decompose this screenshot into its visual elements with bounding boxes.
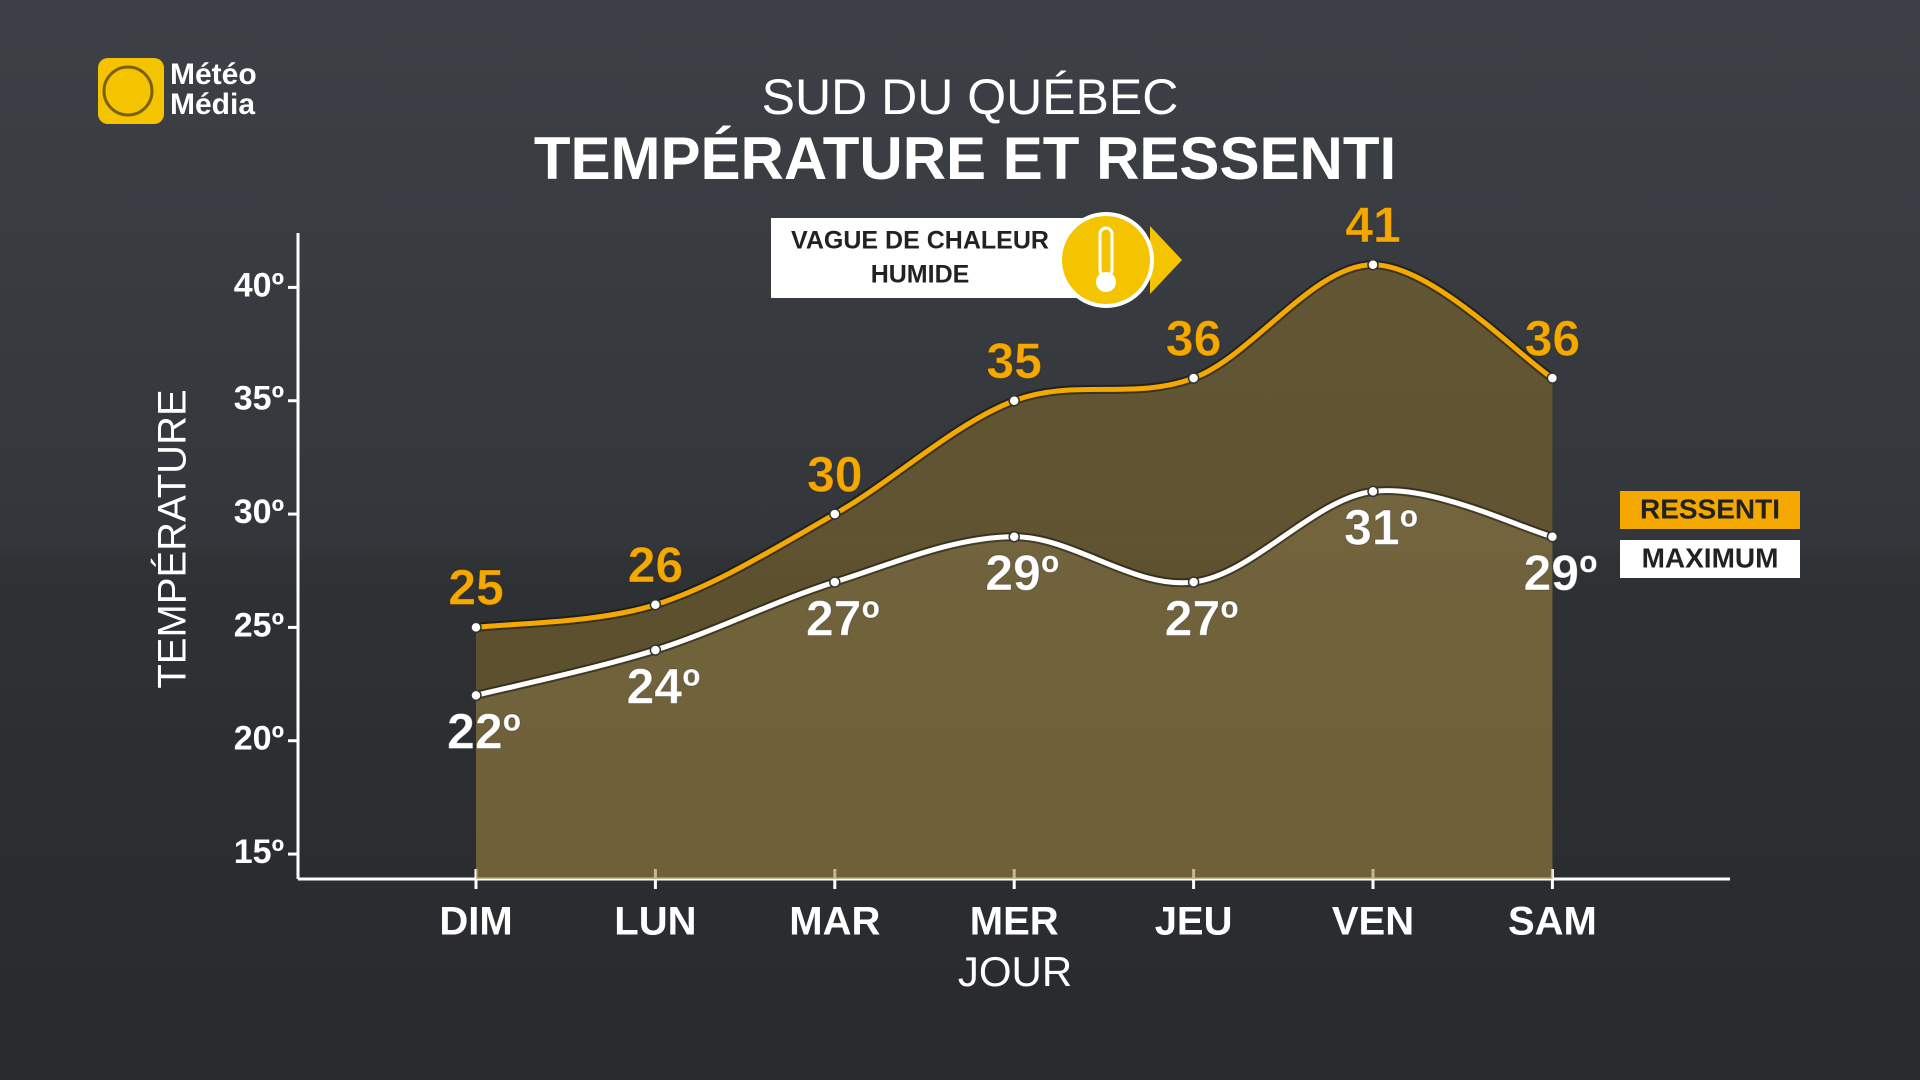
x-tick-label: JEU: [1155, 900, 1233, 944]
y-tick-label: 15º: [234, 833, 284, 871]
point: [1187, 576, 1200, 588]
legend-label: RESSENTI: [1640, 493, 1780, 524]
data-label: 29º: [985, 545, 1059, 601]
point: [1008, 394, 1020, 407]
data-label: 36: [1525, 310, 1581, 366]
point: [1187, 372, 1200, 384]
logo-line: Météo: [170, 58, 257, 91]
point: [1546, 530, 1559, 543]
x-tick-label: MAR: [789, 900, 880, 944]
logo-text: Météo Média: [170, 58, 257, 121]
point: [649, 644, 662, 656]
annotation-text: VAGUE DE CHALEUR: [791, 227, 1049, 255]
point: [829, 576, 841, 588]
data-label: 41: [1345, 197, 1401, 253]
x-tick-label: MER: [970, 900, 1059, 944]
chart-title: TEMPÉRATURE ET RESSENTI: [534, 125, 1396, 192]
data-label: 35: [986, 333, 1042, 389]
data-label: 22º: [447, 704, 521, 760]
annotation-arrow: [1150, 226, 1182, 294]
point: [470, 621, 482, 634]
thermometer-bulb: [1096, 272, 1116, 292]
data-label: 36: [1166, 310, 1222, 366]
data-label: 30: [807, 446, 863, 502]
data-label: 27º: [806, 590, 880, 646]
point: [1008, 530, 1020, 543]
data-label: 24º: [626, 658, 700, 714]
point: [1367, 485, 1379, 498]
logo-line: Média: [170, 88, 255, 121]
y-tick-label: 30º: [234, 493, 284, 531]
x-axis-label: JOUR: [958, 948, 1072, 995]
point: [470, 689, 482, 702]
annotation-icon: [1058, 212, 1154, 308]
data-label: 25: [448, 560, 504, 616]
data-label: 26: [628, 537, 684, 593]
data-label: 29º: [1523, 545, 1597, 601]
y-tick-label: 20º: [234, 720, 284, 758]
y-tick-label: 40º: [234, 266, 284, 304]
logo-icon: [98, 58, 164, 124]
x-tick-label: VEN: [1332, 900, 1414, 944]
y-tick-label: 35º: [234, 380, 284, 418]
x-tick-label: LUN: [614, 900, 696, 944]
plot: 15º 20º 25º 30º 35º 40º DIM LUN MAR MER JEU VEN SAM 2…: [234, 196, 1800, 944]
point: [829, 508, 841, 520]
point: [649, 598, 662, 611]
legend-label: MAXIMUM: [1642, 542, 1779, 573]
legend-swatch: [1620, 491, 1800, 529]
x-tick-label: SAM: [1508, 900, 1597, 944]
data-label: 27º: [1165, 590, 1239, 646]
chart-subtitle: SUD DU QUÉBEC: [762, 69, 1179, 125]
x-tick-label: DIM: [439, 900, 512, 944]
y-tick-label: 25º: [234, 606, 284, 644]
logo-globe: [102, 65, 154, 117]
legend-swatch: [1620, 540, 1800, 578]
annotation-text: HUMIDE: [871, 261, 970, 289]
lake: [0, 540, 1920, 1080]
annotation-box: [771, 218, 1108, 298]
area: [476, 264, 1553, 879]
area: [476, 490, 1553, 879]
data-label: 31º: [1344, 500, 1418, 556]
point: [1367, 258, 1379, 271]
y-axis-label: TEMPÉRATURE: [150, 389, 195, 688]
point: [1546, 372, 1559, 384]
